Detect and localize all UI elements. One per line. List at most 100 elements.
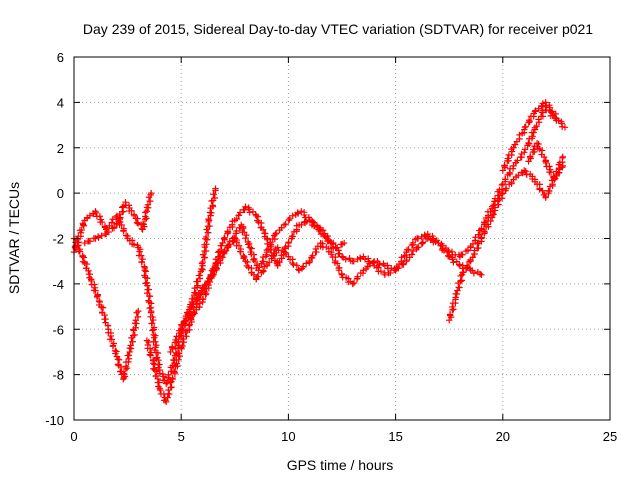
- data-point-trail: [531, 106, 549, 131]
- data-point: [150, 360, 157, 367]
- data-point-trail: [205, 187, 219, 223]
- data-point-trail: [254, 263, 268, 280]
- series-track-g: [446, 153, 567, 324]
- x-axis-title: GPS time / hours: [287, 457, 394, 473]
- axis-ticks: [73, 56, 611, 421]
- data-point-trail: [247, 245, 261, 272]
- y-tick-label: 0: [57, 186, 64, 201]
- y-tick-label: -2: [52, 232, 64, 247]
- y-tick-label: -10: [45, 413, 64, 428]
- data-point: [488, 212, 496, 220]
- y-tick-label: -4: [52, 277, 64, 292]
- data-point-trail: [92, 209, 109, 231]
- data-point-trail: [558, 118, 566, 130]
- data-point-trail: [285, 222, 301, 246]
- chart-title: Day 239 of 2015, Sidereal Day-to-day VTE…: [83, 21, 593, 37]
- data-point-trail: [350, 254, 364, 265]
- data-point-trail: [459, 258, 473, 276]
- data-point-trail: [521, 129, 537, 153]
- data-point-trail: [253, 213, 269, 240]
- data-point-trail: [96, 301, 112, 329]
- data-point-trail: [126, 237, 141, 249]
- data-point-trail: [79, 254, 94, 281]
- data-point-trail: [169, 345, 185, 382]
- data-point-trail: [88, 277, 103, 305]
- data-point-trail: [403, 245, 420, 264]
- y-tick-label: 4: [57, 95, 64, 110]
- data-point-trail: [180, 314, 195, 326]
- data-point-trail: [189, 287, 205, 308]
- data-point: [340, 239, 348, 247]
- data-point: [521, 149, 528, 156]
- data-point: [205, 217, 213, 224]
- data-point-trail: [458, 246, 472, 259]
- data-point-trail: [233, 236, 248, 262]
- y-tick-label: -6: [52, 322, 64, 337]
- data-point-trail: [334, 241, 346, 251]
- data-point: [510, 144, 517, 151]
- grid-lines: [74, 57, 610, 420]
- data-point-trail: [292, 209, 302, 219]
- data-point: [147, 189, 155, 197]
- y-axis-title: SDTVAR / TECUs: [6, 182, 22, 294]
- data-point: [381, 271, 389, 278]
- data-point-trail: [272, 224, 285, 237]
- data-point-trail: [83, 210, 97, 222]
- data-point-trail: [143, 191, 154, 212]
- data-point-trail: [135, 246, 149, 272]
- data-point: [289, 212, 296, 220]
- data-point: [488, 203, 496, 210]
- data-point-trail: [274, 242, 292, 268]
- data-point-trail: [168, 327, 183, 353]
- series-track-c: [81, 189, 155, 247]
- data-point-trail: [179, 322, 193, 350]
- y-tick-label: 6: [57, 50, 64, 65]
- data-point-trail: [469, 267, 484, 278]
- data-point-trail: [198, 218, 213, 267]
- data-point-trail: [190, 300, 204, 316]
- series-track-i: [525, 140, 567, 183]
- data-point-trail: [478, 205, 496, 232]
- data-point-trail: [298, 218, 310, 229]
- data-point: [338, 253, 346, 260]
- data-point-trail: [245, 204, 259, 218]
- data-point-trail: [374, 257, 387, 268]
- data-point-trail: [329, 240, 343, 258]
- series-track-b: [70, 235, 142, 383]
- data-point-trail: [448, 254, 463, 268]
- data-point-trail: [113, 201, 129, 227]
- data-point: [113, 353, 121, 360]
- data-point-trail: [501, 145, 516, 171]
- data-point: [298, 208, 305, 215]
- data-point-trail: [162, 378, 175, 404]
- data-point-trail: [282, 215, 294, 228]
- data-point-trail: [361, 255, 377, 267]
- data-point-trail: [452, 272, 466, 298]
- x-tick-label: 25: [603, 429, 617, 444]
- x-tick-label: 5: [178, 429, 185, 444]
- data-point-trail: [239, 223, 253, 248]
- data-point: [135, 307, 142, 315]
- data-point-trail: [373, 264, 388, 277]
- data-point-trail: [446, 296, 459, 321]
- data-point-trail: [286, 256, 302, 273]
- data-point: [559, 162, 567, 170]
- data-point: [478, 271, 485, 278]
- series-track-e: [167, 103, 560, 356]
- data-point: [306, 217, 314, 224]
- y-tick-labels: -10 -8 -6 -4 -2 0 2 4 6: [45, 50, 64, 428]
- data-point-trail: [403, 236, 419, 254]
- data-point-trail: [532, 100, 547, 114]
- data-point: [272, 230, 279, 238]
- x-tick-label: 10: [281, 429, 295, 444]
- data-point-trail: [543, 101, 554, 114]
- y-tick-label: 2: [57, 141, 64, 156]
- data-point: [559, 153, 567, 161]
- x-tick-label: 0: [70, 429, 77, 444]
- data-point: [533, 140, 541, 147]
- data-point-trail: [141, 268, 155, 312]
- data-point-trail: [209, 236, 228, 273]
- data-point-trail: [199, 268, 217, 303]
- data-point: [555, 117, 562, 124]
